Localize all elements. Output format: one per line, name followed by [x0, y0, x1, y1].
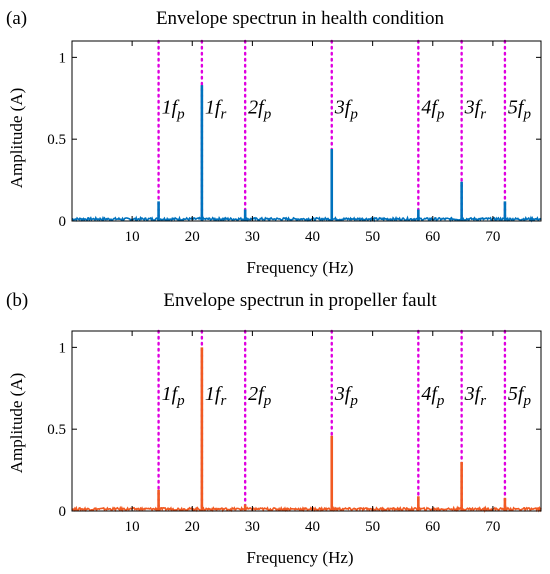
panel-b-harmonic-label-5: 3fr [464, 383, 487, 409]
panel-b-noise-floor [71, 505, 542, 513]
panel-b-harmonic-label-6: 5fp [508, 383, 532, 409]
panel-b-harmonic-label-3: 3fp [334, 383, 359, 409]
panel-b-axes-box [71, 330, 542, 512]
panel-b-xtick-label-1: 20 [185, 519, 200, 535]
panel-a-xtick-label-6: 70 [485, 229, 500, 245]
panel-a-ytick-label-1: 0.5 [47, 132, 66, 148]
panel-b-xtick-label-3: 40 [305, 519, 320, 535]
panel-a-harmonic-label-1: 1fr [205, 96, 227, 122]
panel-a-ytick-label-2: 1 [59, 50, 67, 66]
panel-a-ytick-label-0: 0 [59, 214, 67, 230]
panel-a-marks: 10 20 30 40 50 60 70 0 0.5 1 1fp 1fr 2fp 3fp 4fp 3fr 5fp [47, 39, 542, 245]
panel-b-ylabel: Amplitude (A) [7, 373, 26, 474]
panel-a-ylabel: Amplitude (A) [7, 88, 26, 189]
panel-b-harmonic-label-2: 2fp [248, 383, 272, 409]
panel-b-title: Envelope spectrun in propeller fault [163, 290, 437, 311]
panel-b-xtick-label-5: 60 [425, 519, 440, 535]
panel-b-harmonic-label-0: 1fp [162, 383, 186, 409]
panel-b-xlabel: Frequency (Hz) [246, 548, 353, 567]
panel-a-label: (a) [6, 8, 27, 29]
panel-a-xtick-label-0: 10 [125, 229, 140, 245]
panel-a-xtick-label-4: 50 [365, 229, 380, 245]
panel-a-xtick-label-2: 30 [245, 229, 260, 245]
panel-b-label: (b) [6, 290, 28, 311]
panel-a-harmonic-label-3: 3fp [334, 96, 359, 122]
panel-b-ytick-label-0: 0 [59, 504, 67, 520]
panel-a-harmonic-label-2: 2fp [248, 96, 272, 122]
panel-a-harmonic-label-4: 4fp [421, 96, 445, 122]
panel-b-xtick-label-6: 70 [485, 519, 500, 535]
panel-b-harmonic-label-1: 1fr [205, 383, 227, 409]
panel-b-ytick-label-1: 0.5 [47, 422, 66, 438]
panel-a-xtick-label-1: 20 [185, 229, 200, 245]
panel-b-marks: 10 20 30 40 50 60 70 0 0.5 1 1fp 1fr 2fp 3fp 4fp 3fr 5fp [47, 329, 542, 535]
panel-b: (b) Envelope spectrun in propeller fault… [6, 290, 542, 567]
panel-a-xtick-label-3: 40 [305, 229, 320, 245]
panel-b-xtick-label-2: 30 [245, 519, 260, 535]
panel-a-title: Envelope spectrun in health condition [156, 8, 445, 29]
panel-a: (a) Envelope spectrun in health conditio… [6, 8, 542, 277]
panel-b-harmonic-label-4: 4fp [421, 383, 445, 409]
panel-a-noise-floor [71, 215, 542, 223]
panel-a-axes-box [71, 40, 542, 222]
panel-a-xlabel: Frequency (Hz) [246, 258, 353, 277]
panel-b-xtick-label-4: 50 [365, 519, 380, 535]
panel-a-harmonic-label-6: 5fp [508, 96, 532, 122]
panel-b-ytick-label-2: 1 [59, 340, 67, 356]
panel-a-harmonic-label-0: 1fp [162, 96, 186, 122]
panel-a-harmonic-label-5: 3fr [464, 96, 487, 122]
panel-a-xtick-label-5: 60 [425, 229, 440, 245]
panel-b-xtick-label-0: 10 [125, 519, 140, 535]
